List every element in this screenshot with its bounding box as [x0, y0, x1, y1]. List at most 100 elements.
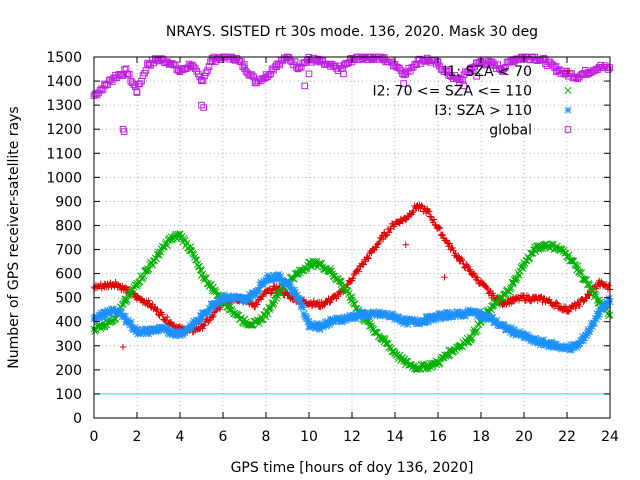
data-point	[299, 304, 307, 312]
x-tick-label: 16	[429, 429, 447, 445]
data-point	[558, 306, 566, 313]
data-point	[553, 299, 560, 306]
data-point	[130, 81, 138, 88]
data-point	[379, 236, 387, 243]
y-tick-label: 1200	[46, 122, 82, 138]
series-0	[90, 201, 614, 351]
data-point	[199, 77, 207, 85]
data-point	[604, 66, 612, 73]
data-point	[154, 305, 161, 313]
x-tick-label: 2	[133, 429, 142, 445]
y-tick-label: 300	[55, 339, 82, 355]
x-tick-label: 0	[90, 429, 99, 445]
data-point	[248, 71, 256, 79]
data-point	[167, 319, 175, 326]
x-tick-label: 22	[558, 429, 576, 445]
data-point	[156, 312, 163, 319]
data-point	[576, 302, 583, 310]
data-point	[127, 318, 135, 326]
data-point	[373, 244, 380, 251]
legend-label: I1: SZA < 70	[443, 64, 532, 80]
x-tick-label: 14	[386, 429, 404, 445]
legend-label: I3: SZA > 110	[434, 103, 532, 119]
data-point	[210, 313, 217, 321]
y-tick-label: 200	[55, 363, 82, 379]
data-point	[200, 322, 207, 330]
data-point	[255, 286, 263, 295]
y-tick-label: 800	[55, 218, 82, 234]
data-point	[459, 257, 466, 264]
data-point	[546, 296, 553, 303]
data-point	[125, 70, 133, 78]
data-point	[439, 232, 447, 239]
data-point	[436, 225, 444, 232]
data-point	[435, 223, 443, 231]
y-tick-label: 0	[73, 411, 82, 427]
y-tick-label: 1100	[46, 146, 82, 162]
y-tick-label: 700	[55, 243, 82, 259]
x-tick-label: 24	[601, 429, 619, 445]
data-point	[159, 311, 166, 318]
data-point	[583, 295, 590, 302]
data-point	[376, 238, 383, 246]
data-point-outlier	[460, 82, 468, 90]
data-point	[425, 208, 433, 215]
y-tick-label: 900	[55, 194, 82, 210]
data-point	[240, 61, 248, 68]
data-point	[430, 216, 438, 223]
data-point	[527, 298, 534, 305]
data-point-outlier	[473, 72, 480, 80]
data-point-outlier	[305, 70, 313, 78]
data-point	[188, 324, 196, 332]
data-point	[360, 261, 367, 268]
y-axis-label: Number of GPS receiver-satellite rays	[6, 106, 22, 368]
data-point	[473, 274, 481, 281]
data-point	[500, 65, 508, 72]
data-point	[308, 302, 316, 310]
data-point-outlier	[340, 70, 347, 78]
data-point	[418, 202, 425, 209]
y-tick-label: 1400	[46, 74, 82, 90]
data-point	[452, 249, 459, 257]
data-point	[335, 292, 342, 300]
y-tick-label: 600	[55, 267, 82, 283]
data-point	[446, 240, 453, 247]
data-point	[199, 325, 206, 332]
data-point-outlier	[120, 128, 128, 135]
legend-label: I2: 70 <= SZA <= 110	[372, 84, 532, 100]
data-point	[163, 317, 170, 324]
data-point	[216, 305, 224, 313]
x-axis-label: GPS time [hours of doy 136, 2020]	[231, 460, 474, 476]
data-point	[145, 297, 152, 304]
data-point-outlier	[400, 80, 407, 87]
y-tick-label: 400	[55, 315, 82, 331]
data-point	[470, 270, 478, 277]
data-point	[426, 213, 434, 220]
data-point	[582, 294, 589, 302]
data-point	[267, 290, 275, 297]
data-point	[266, 285, 274, 292]
data-point	[201, 321, 208, 329]
data-point	[257, 296, 265, 303]
x-tick-label: 20	[515, 429, 533, 445]
data-point	[458, 255, 465, 262]
data-point	[321, 301, 328, 309]
data-point	[362, 258, 369, 265]
x-tick-label: 6	[219, 429, 228, 445]
y-tick-label: 1000	[46, 170, 82, 186]
data-point	[349, 275, 357, 282]
y-tick-label: 1500	[46, 50, 82, 66]
data-point	[328, 296, 335, 304]
x-tick-label: 8	[262, 429, 271, 445]
data-point	[464, 262, 471, 269]
data-point	[409, 209, 416, 216]
data-point	[202, 69, 210, 77]
y-tick-label: 1300	[46, 98, 82, 114]
x-tick-label: 12	[343, 429, 361, 445]
y-tick-label: 500	[55, 291, 82, 307]
data-point	[364, 254, 371, 261]
legend-label: global	[489, 123, 532, 139]
data-point	[365, 255, 372, 262]
data-point	[562, 303, 570, 310]
